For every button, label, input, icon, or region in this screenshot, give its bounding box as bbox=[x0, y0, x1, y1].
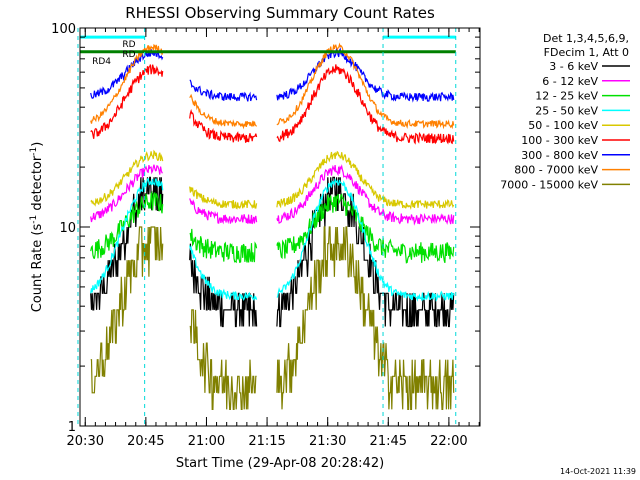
legend-label-9: 7000 - 15000 keV bbox=[500, 178, 598, 191]
legend-label-7: 300 - 800 keV bbox=[521, 149, 598, 162]
y-axis: 1 10 100 bbox=[51, 22, 480, 435]
series-2 bbox=[90, 164, 455, 226]
flag-label-2: RD bbox=[122, 50, 135, 60]
series-4 bbox=[90, 177, 455, 302]
y-axis-label-main: Count Rate (s bbox=[30, 224, 45, 313]
timestamp: 14-Oct-2021 11:39 bbox=[560, 467, 636, 476]
legend-header-1: Det 1,3,4,5,6,9, bbox=[543, 32, 629, 45]
legend-header-2: FDecim 1, Att 0 bbox=[544, 46, 629, 59]
legend-label-5: 50 - 100 keV bbox=[528, 119, 598, 132]
series-6 bbox=[90, 64, 455, 145]
y-axis-label: Count Rate (s-1 detector-1) bbox=[29, 142, 45, 313]
legend-label-3: 12 - 25 keV bbox=[535, 90, 598, 103]
x-tick-label: 22:00 bbox=[430, 434, 467, 449]
y-axis-label-sup2: -1 bbox=[29, 147, 39, 156]
series-9 bbox=[90, 226, 455, 410]
legend: Det 1,3,4,5,6,9,FDecim 1, Att 03 - 6 keV… bbox=[500, 32, 630, 191]
x-tick-label: 21:30 bbox=[309, 434, 346, 449]
x-tick-label: 21:15 bbox=[248, 434, 285, 449]
series-8 bbox=[90, 42, 455, 130]
x-axis-label: Start Time (29-Apr-08 20:28:42) bbox=[176, 456, 384, 471]
flag-label-3: RD4 bbox=[92, 57, 111, 67]
legend-label-2: 6 - 12 keV bbox=[542, 75, 598, 88]
x-tick-label: 21:45 bbox=[370, 434, 407, 449]
legend-label-1: 3 - 6 keV bbox=[549, 60, 598, 73]
y-tick-label-100: 100 bbox=[51, 22, 76, 37]
x-tick-label: 20:30 bbox=[67, 434, 104, 449]
y-tick-label-10: 10 bbox=[59, 221, 76, 236]
legend-label-8: 800 - 7000 keV bbox=[514, 164, 598, 177]
chart-title: RHESSI Observing Summary Count Rates bbox=[125, 4, 435, 22]
x-axis: 20:30 20:45 21:00 21:15 21:30 21:45 22:00 bbox=[67, 28, 480, 449]
y-axis-label-sup: -1 bbox=[29, 215, 39, 224]
legend-label-4: 25 - 50 keV bbox=[535, 104, 598, 117]
x-tick-label: 20:45 bbox=[127, 434, 164, 449]
y-tick-label-1: 1 bbox=[68, 420, 76, 435]
series-1 bbox=[90, 176, 455, 328]
y-axis-label-tail: detector bbox=[30, 155, 45, 215]
series-7 bbox=[90, 46, 455, 103]
night-markers bbox=[77, 28, 457, 426]
x-tick-label: 21:00 bbox=[188, 434, 225, 449]
legend-label-6: 100 - 300 keV bbox=[521, 134, 598, 147]
y-axis-label-end: ) bbox=[30, 142, 45, 147]
flag-label-1: RD bbox=[122, 40, 135, 50]
series-5 bbox=[90, 149, 455, 211]
